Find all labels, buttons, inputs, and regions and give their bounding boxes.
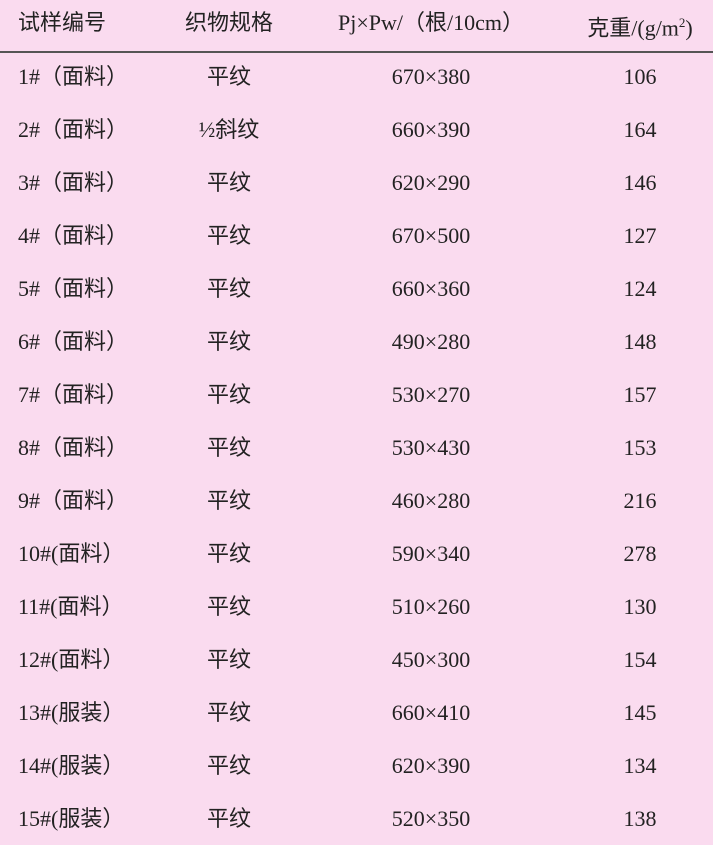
table-row: 5#（面料） 平纹 660×360 124 — [0, 262, 713, 315]
header-weight-close: ) — [685, 15, 693, 41]
cell-sample-id: 4#（面料） — [18, 223, 129, 248]
cell-weight: 278 — [623, 541, 657, 566]
cell-weight: 153 — [623, 435, 657, 460]
header-weight-sup: 2 — [678, 15, 686, 30]
cell-density: 510×260 — [391, 594, 471, 619]
cell-sample-id: 13#(服装） — [18, 700, 125, 725]
cell-fabric-spec: 平纹 — [206, 276, 252, 301]
table-row: 8#（面料） 平纹 530×430 153 — [0, 421, 713, 474]
cell-density: 490×280 — [391, 329, 471, 354]
cell-weight: 138 — [623, 806, 657, 831]
cell-fabric-spec: 平纹 — [206, 647, 252, 672]
cell-density: 450×300 — [391, 647, 471, 672]
cell-density: 520×350 — [391, 806, 471, 831]
cell-sample-id: 14#(服装） — [18, 753, 125, 778]
cell-fabric-spec: 平纹 — [206, 806, 252, 831]
header-weight-text: 克重/(g/m — [587, 15, 679, 41]
table-row: 6#（面料） 平纹 490×280 148 — [0, 315, 713, 368]
cell-weight: 157 — [623, 382, 657, 407]
cell-sample-id: 2#（面料） — [18, 117, 129, 142]
cell-sample-id: 10#(面料） — [18, 541, 125, 566]
table-row: 4#（面料） 平纹 670×500 127 — [0, 209, 713, 262]
cell-sample-id: 1#（面料） — [18, 64, 129, 89]
cell-fabric-spec: 平纹 — [206, 329, 252, 354]
cell-fabric-spec: 平纹 — [206, 488, 252, 513]
table-row: 2#（面料） ½斜纹 660×390 164 — [0, 103, 713, 156]
cell-fabric-spec: 平纹 — [206, 223, 252, 248]
table-row: 13#(服装） 平纹 660×410 145 — [0, 686, 713, 739]
table-header: 试样编号 织物规格 Pj×Pw/（根/10cm） 克重/(g/m2) — [0, 0, 713, 49]
cell-fabric-spec: 平纹 — [206, 170, 252, 195]
header-sample-id: 试样编号 — [18, 10, 107, 35]
cell-density: 620×390 — [391, 753, 471, 778]
cell-density: 620×290 — [391, 170, 471, 195]
cell-sample-id: 15#(服装） — [18, 806, 125, 831]
table-row: 10#(面料） 平纹 590×340 278 — [0, 527, 713, 580]
cell-density: 530×270 — [391, 382, 471, 407]
cell-weight: 216 — [623, 488, 657, 513]
cell-density: 460×280 — [391, 488, 471, 513]
table-row: 15#(服装） 平纹 520×350 138 — [0, 792, 713, 845]
table-row: 7#（面料） 平纹 530×270 157 — [0, 368, 713, 421]
cell-weight: 148 — [623, 329, 657, 354]
header-density: Pj×Pw/（根/10cm） — [338, 10, 524, 35]
table-row: 1#（面料） 平纹 670×380 106 — [0, 50, 713, 103]
table-row: 9#（面料） 平纹 460×280 216 — [0, 474, 713, 527]
cell-density: 670×500 — [391, 223, 471, 248]
cell-weight: 164 — [623, 117, 657, 142]
cell-sample-id: 7#（面料） — [18, 382, 129, 407]
cell-sample-id: 5#（面料） — [18, 276, 129, 301]
cell-fabric-spec: 平纹 — [206, 382, 252, 407]
cell-weight: 130 — [623, 594, 657, 619]
cell-fabric-spec: 平纹 — [206, 594, 252, 619]
cell-density: 660×410 — [391, 700, 471, 725]
cell-fabric-spec: 平纹 — [206, 753, 252, 778]
cell-weight: 154 — [623, 647, 657, 672]
cell-density: 660×390 — [391, 117, 471, 142]
cell-density: 660×360 — [391, 276, 471, 301]
cell-weight: 106 — [623, 64, 657, 89]
header-weight: 克重/(g/m2) — [587, 0, 693, 54]
cell-weight: 124 — [623, 276, 657, 301]
cell-weight: 127 — [623, 223, 657, 248]
header-fabric-spec: 织物规格 — [184, 10, 274, 35]
table-row: 3#（面料） 平纹 620×290 146 — [0, 156, 713, 209]
table-row: 12#(面料） 平纹 450×300 154 — [0, 633, 713, 686]
cell-sample-id: 6#（面料） — [18, 329, 129, 354]
cell-density: 670×380 — [391, 64, 471, 89]
cell-sample-id: 12#(面料） — [18, 647, 125, 672]
cell-fabric-spec: 平纹 — [206, 541, 252, 566]
cell-sample-id: 9#（面料） — [18, 488, 129, 513]
cell-weight: 146 — [623, 170, 657, 195]
cell-fabric-spec: 平纹 — [206, 64, 252, 89]
cell-weight: 145 — [623, 700, 657, 725]
table-row: 14#(服装） 平纹 620×390 134 — [0, 739, 713, 792]
cell-weight: 134 — [623, 753, 657, 778]
cell-density: 530×430 — [391, 435, 471, 460]
cell-sample-id: 8#（面料） — [18, 435, 129, 460]
cell-sample-id: 3#（面料） — [18, 170, 129, 195]
cell-fabric-spec: 平纹 — [206, 435, 252, 460]
table-row: 11#(面料） 平纹 510×260 130 — [0, 580, 713, 633]
cell-fabric-spec: 平纹 — [206, 700, 252, 725]
cell-sample-id: 11#(面料） — [18, 594, 124, 619]
cell-density: 590×340 — [391, 541, 471, 566]
cell-fabric-spec: ½斜纹 — [198, 117, 260, 142]
header-divider — [0, 51, 713, 53]
